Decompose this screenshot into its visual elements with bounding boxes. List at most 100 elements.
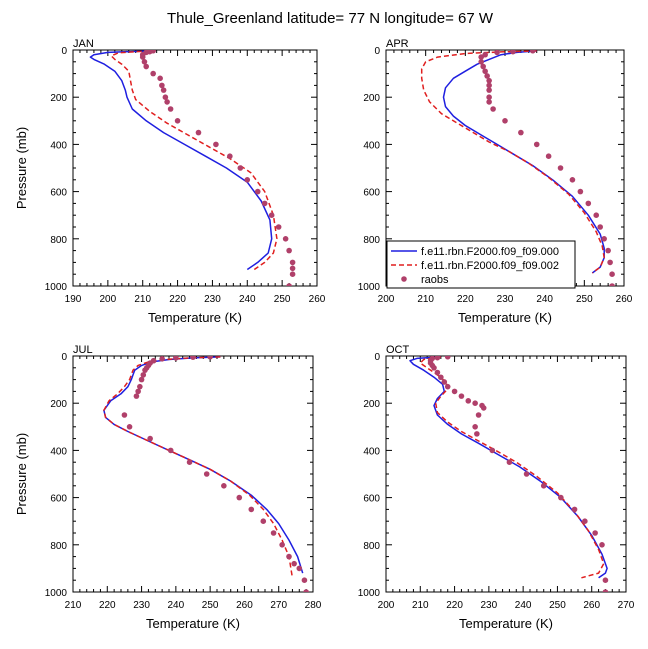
raobs-point: [558, 494, 564, 501]
x-tick-label: 230: [133, 600, 150, 611]
raobs-point: [286, 553, 292, 560]
x-tick-label: 220: [457, 294, 474, 305]
raobs-point: [157, 75, 163, 82]
y-tick-label: 800: [50, 541, 67, 552]
raobs-point: [480, 63, 486, 70]
raobs-point: [236, 494, 243, 501]
x-tick-label: 200: [378, 600, 395, 611]
raobs-point: [441, 379, 448, 385]
raobs-point: [486, 82, 492, 89]
y-tick-label: 0: [374, 46, 380, 57]
raobs-point: [160, 87, 167, 93]
raobs-point: [296, 565, 303, 572]
raobs-point: [159, 82, 165, 89]
x-tick-label: 270: [618, 600, 635, 611]
x-tick-label: 260: [236, 600, 253, 611]
x-axis-label: Temperature (K): [148, 310, 242, 325]
data-area: [409, 356, 609, 592]
x-tick-label: 250: [576, 294, 593, 305]
x-tick-label: 220: [169, 294, 186, 305]
x-tick-label: 250: [274, 294, 291, 305]
y-tick-label: 800: [50, 235, 67, 246]
raobs-point: [141, 59, 148, 65]
x-tick-label: 260: [616, 294, 633, 305]
data-area: [89, 50, 296, 286]
x-tick-label: 260: [583, 600, 600, 611]
x-tick-label: 280: [305, 600, 322, 611]
figure-title: Thule_Greenland latitude= 77 N longitude…: [167, 10, 494, 27]
raobs-point: [480, 405, 487, 411]
raobs-point: [291, 560, 297, 567]
raobs-point: [494, 50, 500, 56]
y-tick-label: 600: [50, 188, 67, 199]
raobs-point: [159, 356, 165, 362]
raobs-point: [207, 356, 213, 360]
x-tick-label: 260: [309, 294, 326, 305]
raobs-point: [557, 165, 564, 171]
plot-frame: [72, 355, 314, 593]
x-tick-label: 190: [65, 294, 82, 305]
raobs-point: [301, 577, 308, 583]
x-tick-label: 250: [549, 600, 566, 611]
raobs-point: [484, 73, 490, 79]
y-tick-label: 400: [50, 140, 67, 151]
raobs-point: [279, 542, 285, 548]
y-tick-label: 800: [363, 235, 380, 246]
raobs-point: [486, 87, 492, 93]
x-tick-label: 220: [446, 600, 463, 611]
raobs-point: [244, 177, 251, 183]
y-tick-label: 1000: [45, 588, 68, 599]
plot-frame: [72, 49, 318, 287]
raobs-point: [472, 400, 478, 407]
raobs-point: [195, 129, 202, 136]
raobs-point: [143, 63, 149, 70]
raobs-point: [261, 200, 268, 207]
raobs-point: [303, 589, 309, 592]
raobs-point: [529, 50, 536, 54]
series-line-000: [89, 50, 273, 271]
data-area: [103, 356, 309, 592]
raobs-point: [486, 94, 492, 100]
y-tick-label: 600: [363, 494, 380, 505]
x-tick-label: 230: [204, 294, 221, 305]
y-tick-label: 0: [61, 46, 67, 57]
raobs-point: [569, 177, 576, 183]
raobs-point: [138, 376, 145, 383]
x-tick-label: 210: [134, 294, 151, 305]
raobs-point: [139, 54, 146, 60]
raobs-point: [444, 383, 451, 390]
legend-label: f.e11.rbn.F2000.f09_f09.002: [421, 260, 559, 272]
raobs-point: [475, 412, 482, 418]
raobs-point: [431, 365, 437, 371]
x-tick-label: 240: [536, 294, 553, 305]
raobs-point: [434, 356, 441, 361]
x-tick-label: 210: [65, 600, 82, 611]
raobs-point: [133, 393, 140, 399]
raobs-point: [602, 589, 609, 592]
legend-marker: [401, 276, 407, 282]
raobs-point: [164, 99, 170, 105]
raobs-point: [472, 424, 478, 430]
panel-label: APR: [386, 38, 409, 50]
raobs-point: [593, 212, 600, 218]
x-tick-label: 250: [202, 600, 219, 611]
raobs-point: [478, 54, 485, 60]
raobs-point: [451, 388, 458, 395]
raobs-point: [489, 447, 496, 454]
raobs-point: [167, 447, 174, 454]
raobs-point: [434, 369, 441, 376]
raobs-point: [289, 271, 296, 278]
x-tick-label: 270: [270, 600, 287, 611]
x-tick-label: 200: [100, 294, 117, 305]
raobs-point: [506, 459, 513, 466]
raobs-point: [438, 374, 444, 381]
raobs-point: [121, 412, 128, 418]
y-tick-label: 400: [50, 446, 67, 457]
raobs-point: [518, 129, 524, 136]
panel-label: JUL: [73, 344, 93, 356]
raobs-point: [289, 265, 296, 272]
raobs-point: [289, 259, 296, 266]
panel-jul: 210 220 230 240 250 260 270 280 0 200 400 600 800 100…: [14, 344, 322, 631]
y-tick-label: 600: [363, 188, 380, 199]
series-line-002: [110, 50, 278, 271]
